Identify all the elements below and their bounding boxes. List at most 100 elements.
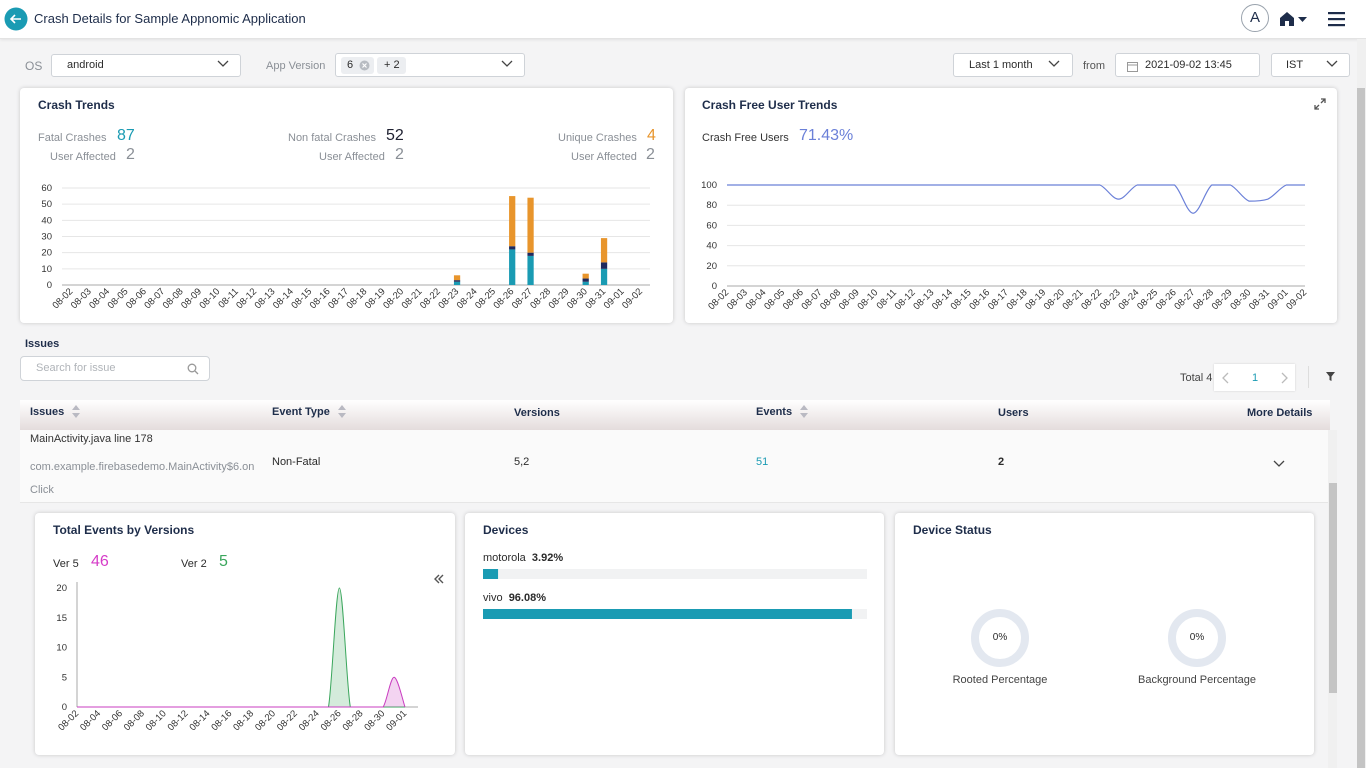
issues-title: Issues	[25, 338, 60, 350]
version-more: + 2	[384, 59, 400, 71]
bar-segment	[582, 278, 589, 282]
panel-title: Crash Trends	[38, 98, 115, 112]
sort-icon[interactable]	[337, 405, 347, 418]
next-page[interactable]	[1279, 372, 1289, 384]
crash-free-label: Crash Free Users	[702, 132, 789, 144]
users: 2	[998, 456, 1005, 468]
crash-trends-chart: 010203040506008-0208-0308-0408-0508-0608…	[41, 183, 650, 311]
x-tick-label: 08-30	[362, 708, 387, 733]
from-label: from	[1083, 60, 1105, 72]
search-box[interactable]	[20, 356, 210, 381]
x-tick-label: 09-01	[384, 708, 409, 733]
expand-icon[interactable]	[1314, 98, 1326, 110]
back-button[interactable]	[4, 7, 28, 31]
device-value: 3.92%	[531, 552, 564, 564]
date-input[interactable]	[1115, 53, 1260, 77]
page-scroll-thumb[interactable]	[1357, 88, 1365, 768]
devices-panel	[465, 513, 884, 755]
device-status-chart	[971, 609, 1226, 667]
table-row[interactable]	[20, 430, 1328, 503]
x-tick-label: 08-19	[1023, 287, 1048, 312]
x-tick-label: 08-14	[930, 287, 955, 312]
x-tick-label: 08-28	[1191, 287, 1216, 312]
y-tick-label: 0	[47, 280, 52, 291]
column-header[interactable]: Event Type	[272, 406, 330, 418]
x-tick-label: 08-12	[166, 708, 191, 733]
column-header[interactable]: Issues	[30, 406, 65, 418]
x-tick-label: 08-24	[1116, 287, 1141, 312]
version-label: App Version	[266, 60, 326, 72]
x-tick-label: 09-01	[1266, 287, 1291, 312]
crash-free-panel: 0 20 40 60 80 100 08-02 08-03 08-04 08-05 08-06 08-…	[685, 88, 1337, 323]
y-tick-label: 20	[56, 583, 67, 594]
y-tick-label: 20	[706, 261, 717, 272]
column-header[interactable]: Events	[756, 406, 793, 418]
x-tick-label: 08-02	[706, 287, 731, 312]
events[interactable]: 51	[756, 456, 769, 468]
x-tick-label: 08-20	[253, 708, 278, 733]
crash-free-value: 71.43%	[799, 127, 854, 144]
bar-segment	[453, 281, 461, 285]
collapse-icon[interactable]	[434, 574, 444, 584]
filter-icon[interactable]	[1325, 371, 1336, 382]
y-tick-label: 0	[712, 281, 717, 292]
x-tick-label: 09-02	[1284, 287, 1309, 312]
summary-label: Unique Crashes	[558, 132, 637, 144]
date-value: 2021-09-02 13:45	[1145, 59, 1232, 71]
chip-remove[interactable]	[359, 60, 370, 71]
x-tick-label: 08-26	[319, 708, 344, 733]
sort-icon[interactable]	[799, 405, 809, 418]
crash-free-chart: 02040608010008-0208-0308-0408-0508-0608-…	[701, 180, 1309, 312]
os-select[interactable]	[51, 54, 241, 77]
device-name-text: vivo	[483, 592, 503, 604]
pagination	[1214, 364, 1295, 391]
y-tick-label: 20	[41, 248, 52, 259]
timezone-select[interactable]	[1271, 53, 1350, 77]
bar-segment	[600, 262, 608, 269]
y-tick-label: 60	[41, 183, 52, 194]
x-tick-label: 08-21	[1061, 287, 1086, 312]
avatar[interactable]: A	[1241, 4, 1269, 32]
affected-label: User Affected	[50, 151, 116, 163]
y-tick-label: 80	[706, 200, 717, 211]
x-tick-label: 08-04	[78, 708, 103, 733]
range-value: Last 1 month	[969, 59, 1033, 71]
x-tick-label: 08-22	[275, 708, 300, 733]
devices-chart	[483, 569, 867, 619]
y-tick-label: 40	[41, 215, 52, 226]
x-tick-label: 08-06	[781, 287, 806, 312]
hamburger-menu[interactable]	[1328, 11, 1346, 27]
inner-scroll-thumb[interactable]	[1329, 483, 1337, 693]
x-tick-label: 08-10	[144, 708, 169, 733]
bar-segment	[582, 273, 589, 279]
x-tick-label: 08-08	[122, 708, 147, 733]
x-tick-label: 08-09	[837, 287, 862, 312]
version-total: 46	[91, 553, 109, 570]
bar-segment	[527, 255, 534, 285]
x-tick-label: 08-16	[209, 708, 234, 733]
prev-page[interactable]	[1221, 372, 1231, 384]
y-tick-label: 60	[706, 220, 717, 231]
x-tick-label: 08-18	[1005, 287, 1030, 312]
y-tick-label: 50	[41, 199, 52, 210]
y-tick-label: 10	[56, 643, 67, 654]
sort-icon[interactable]	[71, 405, 81, 418]
bar-segment	[453, 275, 461, 281]
version-name: Ver 2	[181, 558, 207, 570]
x-tick-label: 08-12	[893, 287, 918, 312]
area-line	[76, 676, 406, 708]
x-tick-label: 09-02	[620, 286, 645, 311]
affected-value: 2	[395, 146, 404, 163]
x-tick-label: 08-14	[187, 708, 212, 733]
current-page[interactable]: 1	[1252, 372, 1259, 384]
issue-detail: com.example.firebasedemo.MainActivity$6.…	[30, 461, 255, 496]
caret	[1326, 60, 1338, 67]
versions: 5,2	[514, 456, 530, 468]
x-tick-label: 08-20	[1042, 287, 1067, 312]
caret	[501, 60, 513, 67]
home-menu[interactable]	[1278, 10, 1314, 28]
expand-row[interactable]	[1273, 459, 1285, 468]
x-tick-label: 08-18	[231, 708, 256, 733]
panel-title: Device Status	[913, 523, 992, 537]
